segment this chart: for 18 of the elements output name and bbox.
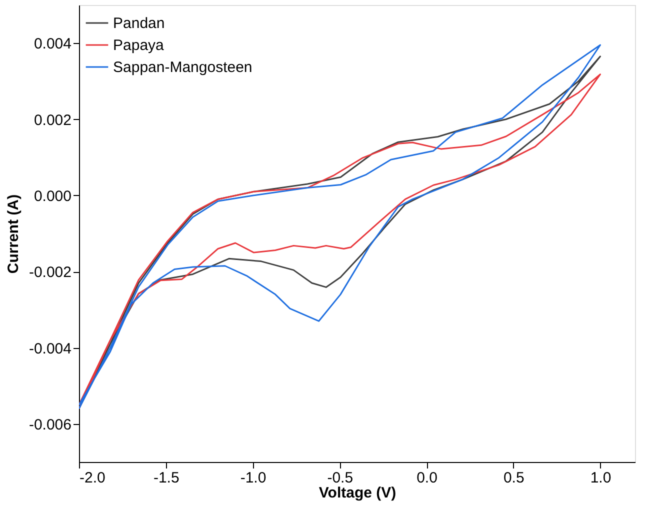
y-tick-label: 0.000 (34, 188, 72, 205)
y-tick-label: -0.002 (28, 264, 72, 282)
legend-label: Pandan (113, 15, 165, 32)
x-axis-title: Voltage (V) (318, 484, 396, 502)
y-tick-label: 0.002 (34, 112, 72, 129)
x-tick-label: 1.0 (590, 470, 612, 486)
y-tick-label: 0.004 (34, 36, 72, 53)
x-tick-label: 0.5 (503, 470, 524, 486)
x-tick-label: -2.0 (80, 470, 106, 486)
y-tick-label: -0.006 (28, 416, 72, 434)
x-tick-label: -0.5 (327, 470, 354, 486)
x-tick-label: -1.0 (240, 470, 266, 486)
x-tick-label: -1.5 (153, 470, 180, 486)
x-tick-label: 0.0 (416, 470, 438, 486)
legend-label: Papaya (113, 37, 165, 54)
y-axis-title: Current (A) (4, 194, 22, 274)
legend-label: Sappan-Mangosteen (113, 59, 252, 76)
y-tick-label: -0.004 (28, 340, 72, 358)
